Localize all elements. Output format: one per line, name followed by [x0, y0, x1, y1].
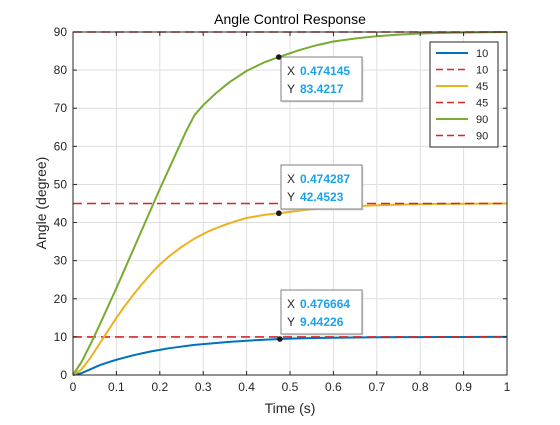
y-tick-label: 30: [54, 254, 68, 268]
y-tick-label: 70: [54, 101, 68, 115]
legend-entry-0: 10: [476, 48, 488, 60]
datatip-box: [280, 164, 363, 210]
series-line-2-45: [73, 202, 507, 376]
x-tick-label: 0.5: [282, 380, 299, 394]
series-line-4-90: [73, 31, 507, 376]
x-tick-label: 0.8: [412, 380, 429, 394]
datatip-x-label: X: [287, 172, 295, 186]
y-tick-label: 0: [60, 368, 67, 382]
x-tick-label: 0.1: [108, 380, 125, 394]
datatip-y-label: Y: [287, 190, 295, 204]
datatip-x-value: 0.474287: [300, 172, 350, 186]
x-tick-label: 0.3: [195, 380, 212, 394]
plot-area: 0 0.1 0.2 0.3 0.4 0.5 0.6 0.7 0.8 0.9 101020304050…: [54, 25, 511, 394]
datatip-y-label: Y: [287, 82, 295, 96]
datatip-x-value: 0.474145: [300, 64, 350, 78]
series-line-0-10: [73, 335, 507, 376]
datatip-y-value: 83.4217: [300, 82, 344, 96]
datatip-box: [280, 56, 363, 102]
y-tick-label: 50: [54, 177, 68, 191]
y-tick-label: 20: [54, 292, 68, 306]
x-tick-label: 0.6: [325, 380, 342, 394]
y-tick-label: 90: [54, 25, 68, 39]
legend-entry-4: 90: [476, 114, 488, 126]
datatip-x-value: 0.476664: [300, 297, 350, 311]
datatip-y-value: 42.4523: [300, 190, 344, 204]
datatip-y-label: Y: [287, 315, 295, 329]
x-tick-label: 0.4: [238, 380, 255, 394]
y-tick-label: 40: [54, 216, 68, 230]
x-tick-label: 0.9: [455, 380, 472, 394]
datatip-marker: [275, 54, 282, 60]
x-tick-label: 0.2: [151, 380, 168, 394]
legend-entry-1: 10: [476, 65, 488, 77]
legend: 10 10 45 45 90 90: [429, 41, 499, 148]
datatip-y-value: 9.44226: [300, 315, 344, 329]
y-tick-label: 10: [54, 330, 68, 344]
y-axis-label: Angle (degree): [33, 157, 49, 250]
legend-entry-3: 45: [476, 98, 488, 110]
y-tick-label: 80: [54, 63, 68, 77]
x-tick-label: 0.7: [368, 380, 385, 394]
legend-entry-5: 90: [476, 131, 488, 143]
legend-box: [429, 41, 499, 148]
datatip-box: [280, 289, 363, 335]
datatip-marker: [277, 336, 283, 342]
chart-title: Angle Control Response: [214, 11, 366, 27]
datatip-2: X 0.476664 Y 9.44226: [277, 289, 364, 342]
datatip-x-label: X: [287, 64, 295, 78]
datatip-x-label: X: [287, 297, 295, 311]
x-tick-label: 1: [504, 380, 511, 394]
datatip-0: X 0.474145 Y 83.4217: [275, 54, 364, 103]
legend-entry-2: 45: [476, 81, 488, 93]
x-tick-label: 0: [70, 380, 77, 394]
x-axis-label: Time (s): [265, 400, 316, 416]
datatip-1: X 0.474287 Y 42.4523: [276, 164, 364, 217]
datatip-marker: [276, 210, 282, 217]
y-tick-label: 60: [54, 139, 68, 153]
